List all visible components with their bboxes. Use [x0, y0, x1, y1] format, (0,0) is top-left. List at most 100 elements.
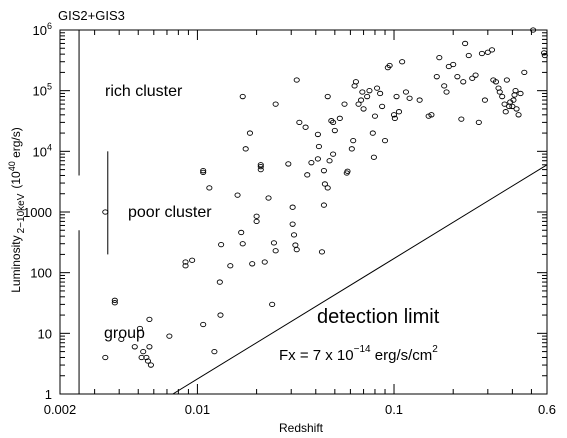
y-tick-label: 100 — [30, 266, 52, 281]
data-point — [509, 103, 516, 110]
x-tick-label: 0.1 — [385, 402, 403, 417]
data-point — [314, 131, 321, 138]
data-point — [330, 119, 337, 126]
data-point — [200, 321, 207, 328]
y-tick-label: 1000 — [23, 205, 52, 220]
data-point — [371, 113, 379, 119]
data-point — [379, 103, 386, 110]
y-axis-label: Luminosity 2−10keV (1040 erg/s) — [7, 127, 27, 293]
data-point — [200, 168, 207, 174]
rich-cluster-label: rich cluster — [105, 83, 183, 100]
data-point — [358, 97, 365, 103]
data-point — [239, 241, 246, 247]
data-point — [249, 261, 256, 267]
data-point — [521, 69, 528, 76]
x-tick-label: 0.6 — [538, 402, 556, 417]
data-point — [182, 263, 189, 269]
data-point — [503, 77, 510, 83]
poor-cluster-label: poor cluster — [128, 204, 212, 221]
data-point — [293, 246, 300, 253]
data-point — [541, 52, 548, 59]
data-point — [302, 124, 309, 130]
data-point — [144, 358, 151, 364]
data-point — [381, 138, 389, 144]
data-point — [492, 79, 500, 85]
data-point — [265, 195, 272, 201]
data-point — [465, 52, 472, 59]
data-point — [541, 50, 548, 56]
data-point — [290, 232, 298, 238]
data-point — [296, 119, 303, 126]
data-point — [458, 116, 465, 122]
data-point — [238, 229, 245, 236]
data-point — [324, 93, 331, 100]
data-point — [348, 146, 355, 152]
data-point — [253, 218, 260, 225]
data-point — [517, 90, 524, 97]
data-point — [331, 127, 338, 134]
data-point — [246, 130, 253, 136]
y-axis-label-main: Luminosity — [9, 235, 23, 292]
data-point — [227, 263, 234, 269]
data-point — [324, 185, 331, 191]
data-point — [138, 354, 145, 361]
data-point — [351, 83, 358, 89]
data-point — [146, 344, 153, 350]
data-point — [102, 354, 109, 361]
formula-pre: Fx = 7 x 10 — [279, 347, 354, 364]
data-point — [272, 101, 279, 107]
data-point — [336, 115, 343, 121]
y-axis-label-sub: 2−10keV — [16, 193, 27, 233]
data-point — [515, 112, 522, 118]
data-point — [488, 47, 496, 53]
data-point — [510, 97, 517, 103]
x-tick-label: 0.002 — [44, 402, 77, 417]
data-point — [261, 259, 268, 265]
data-point — [146, 316, 153, 323]
data-point — [320, 168, 327, 174]
data-point — [359, 89, 366, 95]
data-point — [462, 40, 469, 47]
y-tick-label: 104 — [33, 142, 52, 159]
data-point — [450, 61, 457, 68]
data-point — [285, 161, 292, 167]
data-point — [253, 213, 260, 219]
data-point — [330, 151, 337, 157]
data-point — [501, 101, 508, 107]
data-point — [428, 112, 435, 118]
data-point — [355, 101, 362, 107]
data-point — [360, 106, 367, 112]
data-point — [344, 168, 351, 174]
data-point — [512, 88, 519, 94]
data-point — [189, 257, 196, 263]
y-tick-label-exp: 4 — [47, 142, 52, 152]
data-point — [272, 248, 279, 254]
data-point — [366, 88, 373, 94]
data-point — [481, 97, 488, 103]
data-point — [289, 204, 296, 210]
flux-limit-formula: Fx = 7 x 10−14 erg/s/cm2 — [279, 344, 438, 364]
data-point — [216, 279, 223, 285]
data-point — [293, 77, 300, 83]
chart-title: GIS2+GIS3 — [58, 8, 125, 23]
data-point — [321, 181, 328, 187]
data-point — [289, 221, 296, 227]
data-point — [314, 156, 321, 162]
data-point — [217, 312, 224, 318]
data-point — [511, 92, 518, 98]
data-point — [308, 160, 315, 166]
y-tick-label-exp: 6 — [47, 21, 52, 31]
data-point — [206, 185, 213, 191]
data-point — [318, 249, 326, 255]
formula-exp2: 2 — [432, 344, 438, 355]
data-point — [211, 348, 218, 355]
data-point — [454, 74, 461, 80]
group-label: group — [104, 325, 145, 342]
data-point — [140, 348, 147, 355]
data-point — [395, 109, 403, 115]
formula-mid: erg/s/cm — [371, 347, 433, 364]
data-point — [399, 59, 406, 65]
data-point — [406, 95, 413, 101]
